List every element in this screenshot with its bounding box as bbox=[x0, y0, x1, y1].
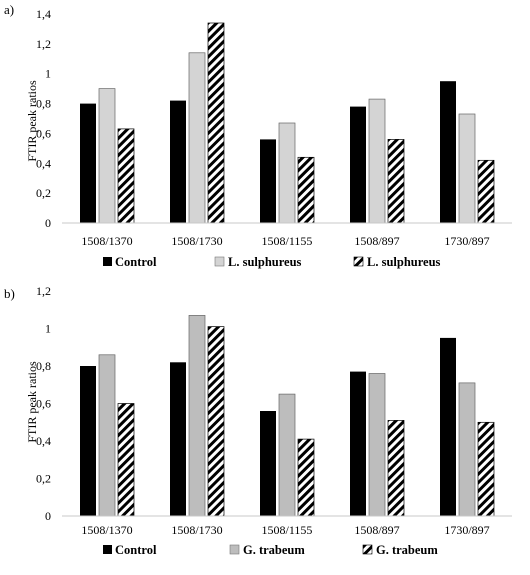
category-label-1508-1370: 1508/1370 bbox=[81, 234, 132, 248]
bars-a bbox=[80, 22, 495, 224]
legend-label-series3-a: L. sulphureus bbox=[367, 255, 441, 269]
y-tick-label: 0,8 bbox=[36, 359, 51, 373]
legend-swatch-control-b bbox=[103, 545, 112, 554]
y-axis-label-a: FTIR peak ratios bbox=[25, 80, 39, 162]
chart-panel-a: a) FTIR peak ratios 0 0,2 0,4 0,6 0,8 1 1,2 1,4… bbox=[4, 2, 512, 269]
bar-1730-897-series-3 bbox=[477, 159, 495, 224]
y-tick-label: 1 bbox=[45, 322, 51, 336]
y-tick-label: 0 bbox=[45, 216, 51, 230]
bar-1508-1370-series-1 bbox=[80, 103, 96, 223]
legend-swatch-series2-b bbox=[229, 544, 240, 555]
legend-label-series2-a: L. sulphureus bbox=[228, 255, 302, 269]
bar-1508-1730-series-2 bbox=[188, 52, 206, 224]
category-label-1508-1730: 1508/1730 bbox=[171, 523, 222, 537]
category-labels-a: 1508/1370 1508/1730 1508/1155 1508/897 1730/… bbox=[81, 234, 489, 248]
legend-swatch-control-a bbox=[103, 257, 112, 266]
legend-label-series2-b: G. trabeum bbox=[243, 543, 305, 557]
bar-1730-897-series-1 bbox=[440, 81, 456, 223]
bar-1508-1730-series-3 bbox=[207, 22, 225, 224]
bar-1508-1155-series-1 bbox=[260, 139, 276, 223]
y-tick-label: 1 bbox=[45, 67, 51, 81]
legend-swatch-series3-b bbox=[362, 544, 373, 555]
category-label-1508-1370: 1508/1370 bbox=[81, 523, 132, 537]
legend-swatch-series2-a bbox=[214, 256, 225, 267]
bar-1508-1730-series-3 bbox=[207, 326, 225, 517]
category-label-1508-1155: 1508/1155 bbox=[262, 523, 313, 537]
legend-label-control-b: Control bbox=[115, 543, 157, 557]
bar-1508-897-series-3 bbox=[387, 139, 405, 224]
bar-1508-1370-series-2 bbox=[98, 88, 116, 224]
bar-1508-1155-series-2 bbox=[278, 122, 296, 224]
category-label-1508-897: 1508/897 bbox=[354, 523, 399, 537]
bar-1508-1370-series-3 bbox=[117, 128, 135, 224]
legend-label-series3-b: G. trabeum bbox=[376, 543, 438, 557]
y-axis-label-b: FTIR peak ratios bbox=[25, 361, 39, 443]
bar-1508-1730-series-1 bbox=[170, 100, 186, 223]
bar-1508-1370-series-1 bbox=[80, 366, 96, 516]
category-label-1730-897: 1730/897 bbox=[444, 523, 489, 537]
y-ticks-b: 0 0,2 0,4 0,6 0,8 1 1,2 bbox=[36, 284, 51, 523]
bar-1508-1730-series-1 bbox=[170, 362, 186, 517]
y-tick-label: 0,2 bbox=[36, 186, 51, 200]
y-tick-label: 1,2 bbox=[36, 37, 51, 51]
bar-1730-897-series-1 bbox=[440, 337, 456, 516]
bar-1508-1155-series-1 bbox=[260, 411, 276, 516]
y-tick-label: 1,2 bbox=[36, 284, 51, 298]
y-tick-label: 1,4 bbox=[36, 7, 51, 21]
bar-1508-1155-series-2 bbox=[278, 393, 296, 517]
legend-a: Control L. sulphureus L. sulphureus bbox=[103, 255, 441, 269]
panel-label-a: a) bbox=[4, 2, 14, 17]
y-tick-label: 0,8 bbox=[36, 97, 51, 111]
y-tick-label: 0,4 bbox=[36, 434, 51, 448]
legend-label-control-a: Control bbox=[115, 255, 157, 269]
y-tick-label: 0,6 bbox=[36, 397, 51, 411]
category-labels-b: 1508/1370 1508/1730 1508/1155 1508/897 1730/… bbox=[81, 523, 489, 537]
bar-1508-1730-series-2 bbox=[188, 315, 206, 517]
bar-1508-1155-series-3 bbox=[297, 156, 315, 224]
y-tick-label: 0 bbox=[45, 509, 51, 523]
category-label-1508-897: 1508/897 bbox=[354, 234, 399, 248]
bar-1730-897-series-3 bbox=[477, 421, 495, 517]
bar-1508-1370-series-3 bbox=[117, 403, 135, 517]
category-label-1508-1730: 1508/1730 bbox=[171, 234, 222, 248]
bars-b bbox=[80, 315, 495, 517]
bar-1730-897-series-2 bbox=[458, 113, 476, 224]
bar-1508-897-series-2 bbox=[368, 98, 386, 224]
legend-b: Control G. trabeum G. trabeum bbox=[103, 543, 438, 557]
y-tick-label: 0,4 bbox=[36, 156, 51, 170]
bar-1508-897-series-1 bbox=[350, 371, 366, 516]
y-tick-label: 0,2 bbox=[36, 472, 51, 486]
y-tick-label: 0,6 bbox=[36, 126, 51, 140]
bar-1508-897-series-1 bbox=[350, 106, 366, 223]
bar-1508-1155-series-3 bbox=[297, 438, 315, 517]
category-label-1508-1155: 1508/1155 bbox=[262, 234, 313, 248]
bar-1508-897-series-2 bbox=[368, 373, 386, 517]
y-ticks-a: 0 0,2 0,4 0,6 0,8 1 1,2 1,4 bbox=[36, 7, 51, 230]
legend-swatch-series3-a bbox=[353, 256, 364, 267]
category-label-1730-897: 1730/897 bbox=[444, 234, 489, 248]
chart-panel-b: b) FTIR peak ratios 0 0,2 0,4 0,6 0,8 1 1,2 15… bbox=[4, 284, 512, 557]
bar-1730-897-series-2 bbox=[458, 382, 476, 517]
bar-1508-897-series-3 bbox=[387, 420, 405, 517]
bar-1508-1370-series-2 bbox=[98, 354, 116, 517]
panel-label-b: b) bbox=[4, 286, 15, 301]
